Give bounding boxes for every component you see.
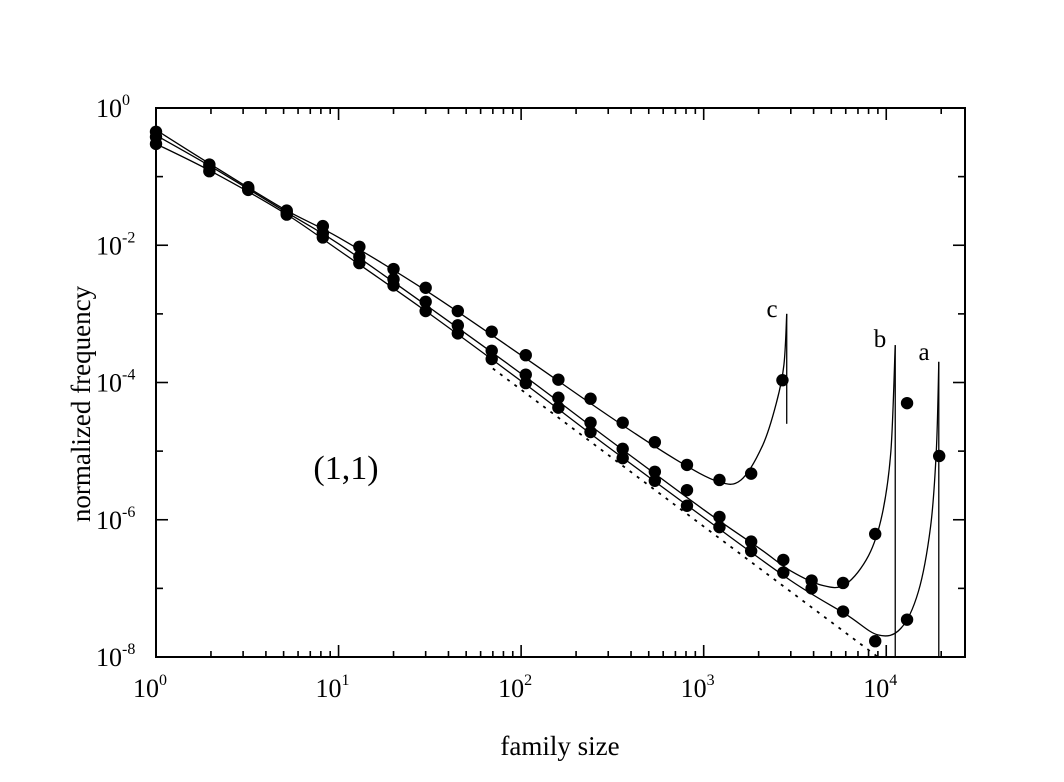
series-a-point-16 — [713, 520, 726, 534]
tick-labels: 100 101 102 103 104 10-8 10-6 10-4 10-2 100 — [96, 92, 897, 703]
y-tick-label: 10-4 — [96, 367, 135, 398]
series-c-point-15 — [680, 458, 694, 472]
series-b-point-15 — [680, 483, 694, 497]
series-b-point-17 — [744, 535, 758, 548]
series-c-point-9 — [485, 325, 498, 338]
series-c-point-4 — [316, 219, 330, 233]
series-a-point-7 — [419, 304, 432, 318]
series-a-point-23 — [932, 449, 946, 463]
series-b-point-14 — [648, 465, 662, 478]
y-tick-label: 10-8 — [96, 641, 135, 672]
series-b-point-8 — [451, 319, 465, 332]
x-tick-label: 100 — [133, 672, 167, 703]
plot-frame — [155, 107, 966, 658]
panel-annotation: (1,1) — [313, 450, 378, 487]
series-b-point-5 — [353, 250, 366, 263]
series-c-point-12 — [584, 392, 597, 405]
reference-dotted-line — [492, 367, 879, 657]
series-labels: a b c — [766, 296, 929, 366]
x-tick-label: 104 — [863, 672, 897, 703]
series-lines — [156, 129, 940, 657]
series-b-point-22 — [900, 396, 914, 410]
series-c-point-10 — [519, 348, 532, 362]
series-b-point-18 — [777, 553, 790, 567]
series-c-point-8 — [451, 304, 465, 318]
series-b-point-20 — [836, 576, 850, 590]
series-c-point-3 — [280, 204, 293, 217]
x-tick-label: 101 — [316, 672, 350, 703]
series-c-point-17 — [744, 467, 758, 480]
series-c-point-1 — [203, 158, 216, 171]
x-tick-label: 102 — [498, 672, 532, 703]
series-b-point-6 — [387, 273, 400, 286]
series-b-point-7 — [419, 295, 432, 308]
series-b-point-19 — [805, 574, 818, 587]
series-a-point-20 — [836, 605, 850, 618]
y-tick-label: 10-6 — [96, 504, 135, 535]
series-b-point-9 — [485, 344, 498, 357]
series-a-point-15 — [680, 499, 694, 512]
series-c-point-13 — [616, 416, 629, 429]
y-tick-label: 100 — [96, 92, 130, 123]
series-c-point-6 — [387, 262, 400, 276]
series-a-point-22 — [900, 613, 914, 626]
series-c-point-5 — [353, 240, 366, 253]
x-axis-title: family size — [500, 731, 619, 761]
series-a-point-12 — [584, 425, 597, 439]
series-c-label: c — [766, 296, 777, 323]
series-a-point-14 — [648, 474, 662, 487]
series-a-label: a — [918, 339, 929, 366]
series-c-point-16 — [713, 473, 726, 487]
y-tick-label: 10-2 — [96, 229, 135, 260]
series-a-curve — [156, 143, 940, 637]
series-b-point-12 — [584, 416, 597, 429]
series-c-point-2 — [242, 183, 255, 197]
series-a-point-18 — [777, 566, 790, 579]
series-b-point-13 — [616, 442, 629, 456]
y-axis-title: normalized frequency — [66, 285, 96, 522]
series-c-point-18 — [776, 374, 789, 387]
series-b-point-11 — [552, 391, 565, 404]
series-a-point-17 — [744, 544, 758, 558]
series-a-point-21 — [869, 634, 882, 648]
x-tick-label: 103 — [681, 672, 715, 703]
series-b-label: b — [874, 326, 887, 353]
series-b-point-10 — [519, 368, 532, 381]
series-c-point-7 — [419, 281, 432, 294]
series-b-point-21 — [869, 527, 882, 541]
series-b-point-16 — [713, 510, 726, 524]
series-c-point-14 — [648, 435, 662, 449]
series-a-point-13 — [616, 451, 629, 465]
series-c-point-11 — [552, 373, 565, 386]
series-a-point-11 — [552, 401, 565, 414]
